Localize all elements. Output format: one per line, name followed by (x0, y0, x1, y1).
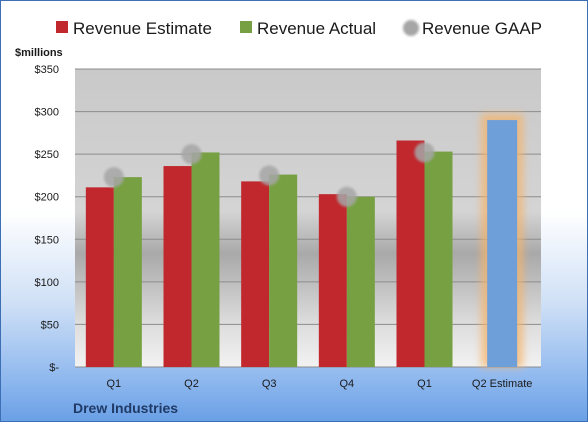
legend-label-0: Revenue Estimate (73, 19, 212, 38)
y-tick-label: $350 (35, 64, 59, 76)
legend-label-1: Revenue Actual (257, 19, 376, 38)
x-tick-label: Q2 (184, 378, 199, 390)
legend-swatch-1 (240, 21, 252, 33)
bar-estimate (85, 187, 114, 367)
bar-forecast (487, 120, 518, 367)
bar-estimate (318, 194, 347, 367)
gaap-marker (103, 167, 124, 188)
bar-actual (269, 174, 298, 367)
y-tick-label: $150 (35, 234, 59, 246)
y-tick-label: $200 (35, 192, 59, 204)
bar-actual (424, 151, 453, 367)
y-tick-label: $300 (35, 107, 59, 119)
company-name: Drew Industries (73, 400, 178, 416)
x-tick-label: Q4 (339, 378, 354, 390)
gaap-marker (414, 142, 435, 163)
bar-actual (191, 152, 220, 367)
y-unit-label: $millions (15, 47, 63, 59)
x-tick-label: Q1 (106, 378, 121, 390)
gaap-marker (181, 144, 202, 165)
bar-estimate (396, 140, 425, 367)
y-tick-label: $250 (35, 149, 59, 161)
gaap-marker (336, 186, 357, 207)
x-tick-label: Q3 (262, 378, 277, 390)
x-tick-label: Q2 Estimate (472, 378, 533, 390)
bar-estimate (241, 181, 270, 367)
legend-marker-2 (403, 20, 419, 36)
y-tick-label: $100 (35, 277, 59, 289)
plot-area (75, 69, 541, 367)
gaap-marker (259, 165, 280, 186)
y-tick-label: $50 (41, 319, 59, 331)
y-tick-label: $- (49, 362, 59, 374)
bar-actual (346, 196, 375, 367)
bar-actual (113, 177, 142, 367)
legend-swatch-0 (56, 21, 68, 33)
x-tick-label: Q1 (417, 378, 432, 390)
bar-estimate (163, 166, 192, 367)
legend-label-2: Revenue GAAP (422, 19, 542, 38)
